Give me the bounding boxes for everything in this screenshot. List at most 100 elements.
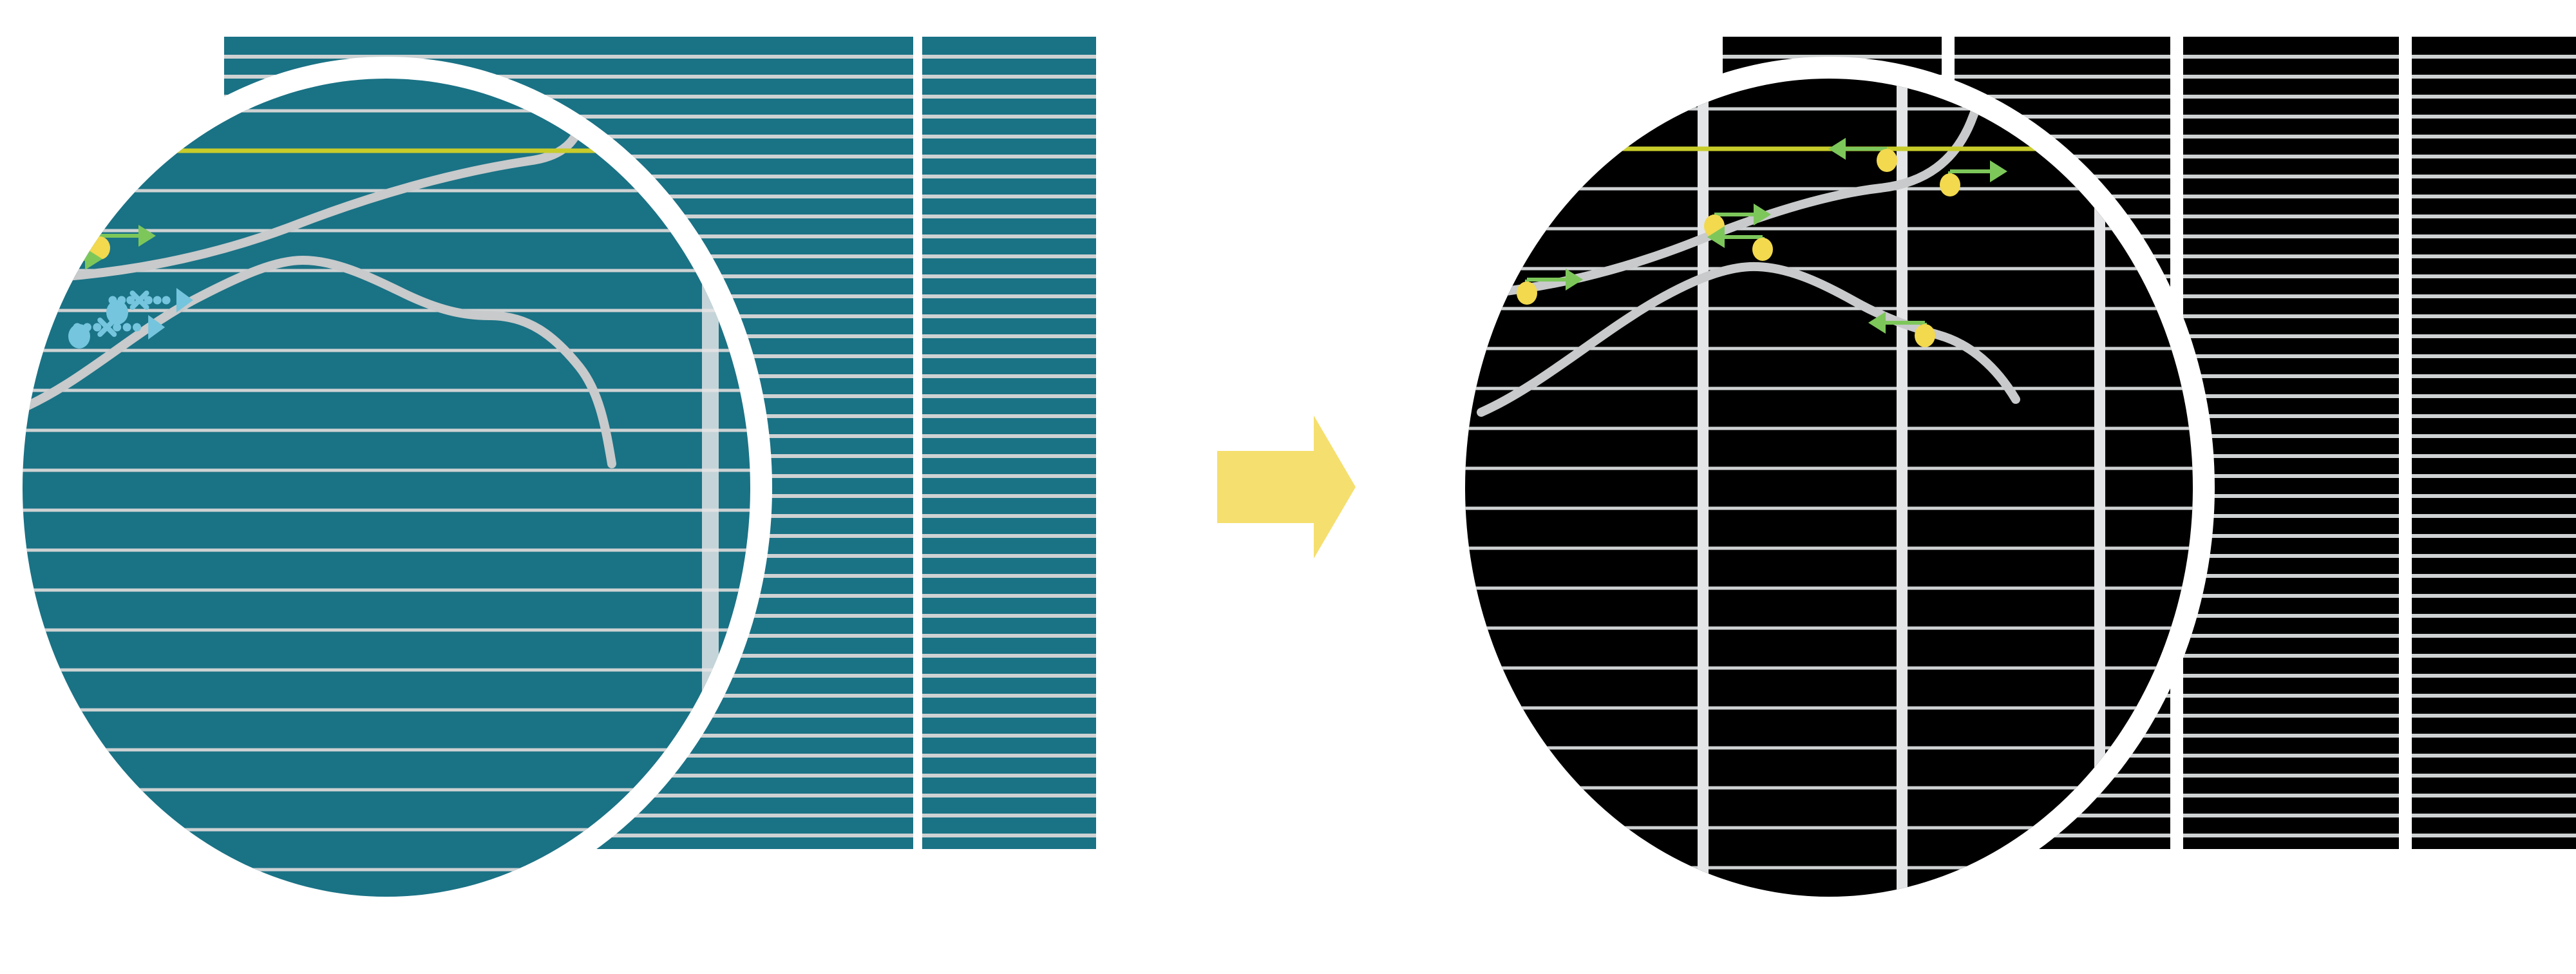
stripe bbox=[922, 95, 1096, 99]
lens-row bbox=[23, 868, 750, 872]
stripe bbox=[2412, 334, 2576, 338]
stripe bbox=[2412, 594, 2576, 598]
lens-row bbox=[23, 788, 750, 792]
stripe bbox=[2183, 115, 2399, 119]
lens-row bbox=[1465, 866, 2193, 870]
stripe bbox=[2183, 354, 2399, 358]
track-dot bbox=[144, 296, 153, 305]
lens-row bbox=[23, 508, 750, 512]
stripe bbox=[2412, 175, 2576, 178]
track-arrowhead bbox=[85, 248, 102, 270]
stripe bbox=[2412, 95, 2576, 99]
lens-row bbox=[23, 668, 750, 672]
stripe bbox=[2183, 195, 2399, 198]
stripe bbox=[2183, 374, 2399, 378]
stripe bbox=[2183, 794, 2399, 797]
stripe bbox=[2183, 514, 2399, 518]
stripe bbox=[922, 294, 1096, 298]
lens-column-2 bbox=[1897, 79, 1908, 897]
stripe bbox=[922, 654, 1096, 658]
black-column-3 bbox=[2183, 37, 2399, 849]
stripe bbox=[2412, 155, 2576, 158]
stripe bbox=[922, 634, 1096, 638]
stripe bbox=[922, 494, 1096, 498]
stripe bbox=[224, 95, 913, 99]
stripe bbox=[2183, 394, 2399, 398]
lens-row bbox=[1465, 706, 2193, 710]
stripe bbox=[922, 774, 1096, 778]
stripe bbox=[2183, 314, 2399, 318]
stripe bbox=[2412, 374, 2576, 378]
stripe bbox=[922, 834, 1096, 837]
stripe bbox=[2412, 574, 2576, 578]
track-arrowhead bbox=[1566, 269, 1583, 291]
stripe bbox=[2183, 754, 2399, 758]
stripe bbox=[2183, 554, 2399, 558]
stripe bbox=[922, 614, 1096, 618]
lens-row bbox=[23, 229, 750, 233]
green-track-r4 bbox=[1707, 226, 1773, 261]
lens-row bbox=[23, 708, 750, 712]
stripe bbox=[2412, 614, 2576, 618]
track-dot bbox=[1877, 149, 1897, 172]
stripe bbox=[2412, 254, 2576, 258]
stripe bbox=[922, 274, 1096, 278]
stripe bbox=[922, 554, 1096, 558]
lens-row bbox=[1465, 746, 2193, 750]
track-arrowhead bbox=[148, 315, 166, 339]
track-dot bbox=[93, 323, 102, 332]
track-dot bbox=[1752, 238, 1773, 261]
stripe bbox=[2412, 794, 2576, 797]
track-dot bbox=[113, 323, 122, 332]
track-dot bbox=[153, 296, 162, 305]
track-dot bbox=[133, 323, 142, 332]
stripe bbox=[922, 814, 1096, 817]
stripe bbox=[2412, 434, 2576, 438]
teal-lens[interactable] bbox=[0, 0, 837, 974]
stripe bbox=[2183, 135, 2399, 138]
lens-row bbox=[1465, 826, 2193, 830]
stripe bbox=[2183, 55, 2399, 59]
lens-row bbox=[1465, 666, 2193, 670]
lens-row bbox=[23, 588, 750, 592]
stripe bbox=[2412, 314, 2576, 318]
stripe bbox=[922, 195, 1096, 198]
stripe bbox=[2183, 574, 2399, 578]
lens-row bbox=[1465, 626, 2193, 630]
stripe bbox=[922, 175, 1096, 178]
black-lens[interactable] bbox=[1443, 0, 2280, 974]
stripe bbox=[922, 115, 1096, 119]
blue-blip-4 bbox=[68, 324, 90, 349]
stripe bbox=[2412, 814, 2576, 817]
lens-row bbox=[1465, 387, 2193, 390]
stripe bbox=[2412, 234, 2576, 238]
track-dot bbox=[122, 323, 131, 332]
stripe bbox=[2183, 774, 2399, 778]
stripe bbox=[1955, 115, 2170, 119]
stripe bbox=[2183, 274, 2399, 278]
dotted-track-lower-1 bbox=[108, 288, 193, 312]
stripe bbox=[922, 454, 1096, 458]
black-lens-face bbox=[1465, 79, 2193, 897]
track-dot bbox=[1940, 173, 1960, 196]
stripe bbox=[2412, 195, 2576, 198]
teal-column-2-stripes bbox=[922, 55, 1096, 837]
stripe bbox=[922, 414, 1096, 418]
track-dot bbox=[1517, 282, 1537, 305]
track-arrowhead bbox=[1754, 204, 1771, 225]
lens-row bbox=[1465, 506, 2193, 510]
stripe bbox=[2183, 75, 2399, 79]
track-arrowhead bbox=[1828, 138, 1846, 160]
stripe bbox=[922, 354, 1096, 358]
track-dot bbox=[1915, 324, 1935, 347]
stripe bbox=[2183, 215, 2399, 218]
lens-column-3 bbox=[2094, 79, 2105, 897]
lens-row bbox=[23, 828, 750, 832]
stripe bbox=[922, 55, 1096, 59]
stripe bbox=[2183, 674, 2399, 678]
lens-column-1 bbox=[1698, 79, 1709, 897]
stripe bbox=[2183, 294, 2399, 298]
lens-row bbox=[1465, 267, 2193, 271]
stripe bbox=[2183, 694, 2399, 698]
